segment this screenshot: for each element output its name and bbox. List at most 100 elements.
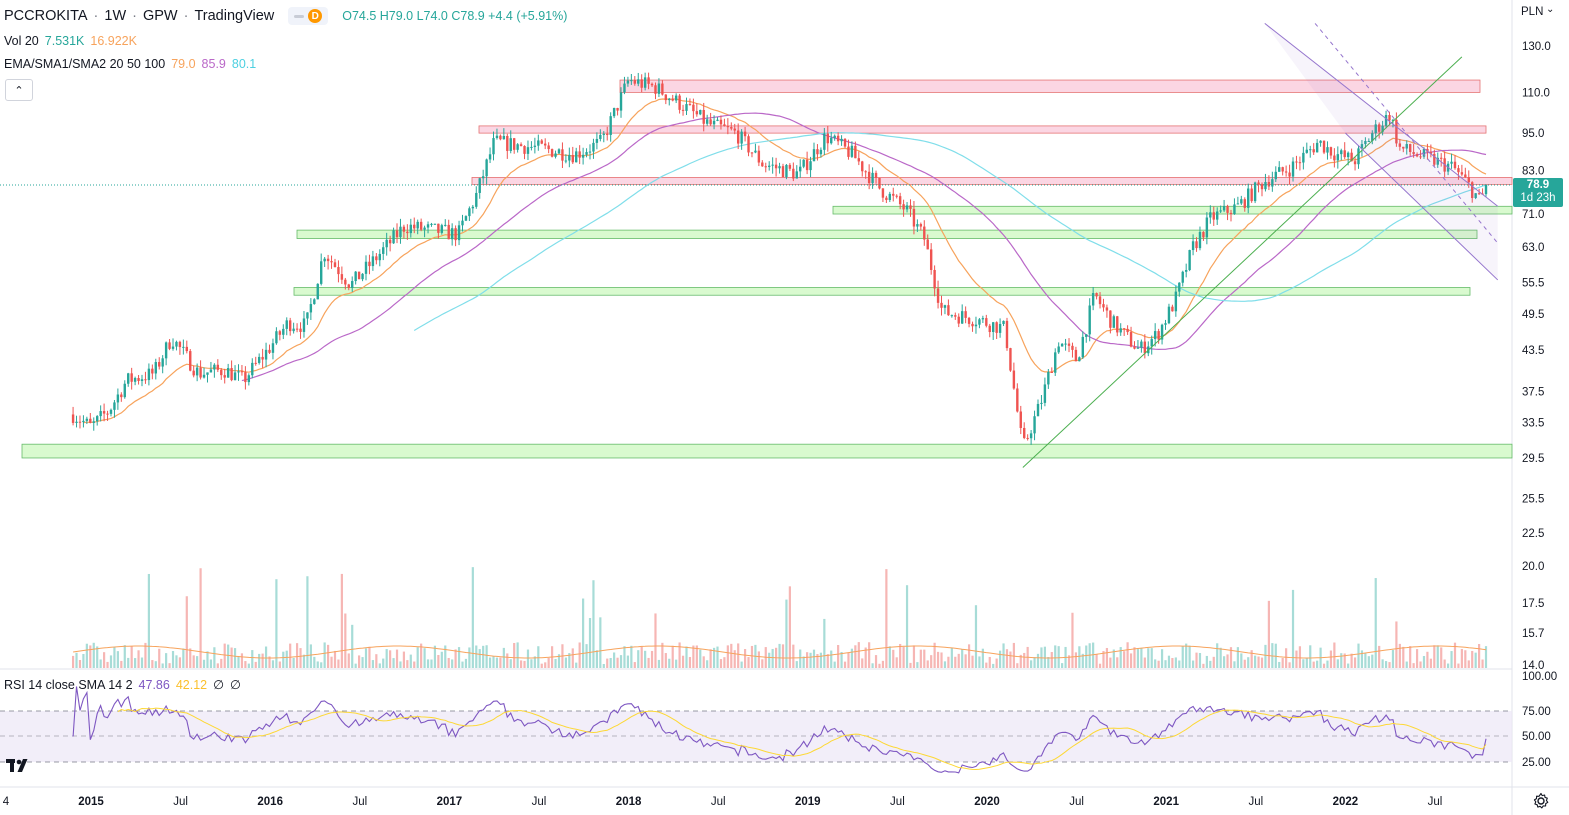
volume-bar: [1426, 651, 1429, 668]
gear-icon[interactable]: [1532, 792, 1550, 810]
volume-bar: [1353, 657, 1357, 668]
rsi-extra-2: ∅: [230, 678, 241, 692]
candle-body: [1060, 343, 1064, 347]
candle-body: [971, 323, 974, 327]
symbol-name[interactable]: PCCROKITA: [4, 8, 88, 24]
time-tick-label: 2022: [1333, 796, 1359, 808]
volume-bar: [1309, 645, 1312, 668]
volume-bar: [1478, 643, 1481, 668]
candle-body: [830, 137, 833, 144]
volume-bar: [871, 663, 874, 668]
price-axis[interactable]: 130.0 110.0 95.0 83.0 71.0 63.0 55.5 49.5 43.5 37…: [1522, 41, 1551, 672]
volume-bar: [1129, 653, 1133, 668]
candle-body: [1371, 133, 1374, 141]
tradingview-logo-icon[interactable]: [4, 752, 34, 778]
volume-bar: [471, 567, 474, 668]
candle-body: [750, 152, 754, 154]
volume-bar: [358, 655, 361, 668]
volume-bar: [554, 658, 557, 668]
volume-bar: [1450, 651, 1453, 668]
volume-bar: [778, 643, 781, 668]
ma-legend[interactable]: EMA/SMA1/SMA2 20 50 100 79.0 85.9 80.1: [4, 57, 256, 71]
volume-bar: [833, 661, 836, 668]
volume-bar: [240, 653, 244, 668]
volume-bar: [347, 653, 350, 668]
resistance-zone: [471, 177, 1513, 185]
candle-body: [578, 151, 581, 158]
price-tick-label: 20.0: [1522, 561, 1544, 573]
volume-bar: [1188, 645, 1191, 668]
candle-body: [1095, 293, 1098, 297]
time-axis[interactable]: 4 2015 Jul 2016 Jul 2017 Jul 2018 Jul 2019 Jul 2020…: [3, 796, 1443, 808]
rsi-legend[interactable]: RSI 14 close SMA 14 2 47.86 42.12 ∅ ∅: [4, 677, 241, 693]
volume-bar: [1202, 663, 1205, 668]
volume-bar: [1412, 663, 1415, 668]
volume-bar: [1457, 663, 1460, 668]
candle-body: [905, 205, 909, 210]
candle-body: [471, 206, 475, 209]
candle-body: [1012, 370, 1016, 389]
volume-bar: [868, 642, 871, 668]
volume-bar: [461, 661, 464, 668]
volume-bar: [806, 652, 809, 668]
volume-legend[interactable]: Vol 20 7.531K 16.922K: [4, 34, 137, 48]
candle-body: [275, 331, 278, 344]
time-tick-label: 4: [3, 796, 10, 808]
candle-body: [1212, 212, 1215, 220]
candle-body: [240, 371, 244, 373]
volume-bar: [1291, 589, 1295, 668]
volume-bar: [82, 654, 85, 668]
volume-bar: [657, 659, 661, 668]
candle-body: [371, 256, 375, 267]
candle-body: [1074, 349, 1078, 362]
collapse-legend-button[interactable]: ⌃: [5, 79, 33, 101]
volume-bar: [78, 659, 82, 668]
rsi-extra-1: ∅: [213, 678, 224, 692]
volume-bar: [495, 657, 499, 668]
candle-body: [936, 288, 940, 303]
candle-body: [1250, 188, 1253, 202]
volume-bar: [737, 643, 740, 668]
candle-body: [478, 178, 481, 193]
candle-body: [202, 374, 206, 378]
volume-bar: [96, 646, 99, 668]
volume-bar: [719, 659, 723, 668]
volume-bar: [709, 649, 712, 668]
candle-body: [1023, 427, 1026, 438]
candle-body: [909, 205, 912, 209]
volume-bar: [847, 652, 850, 668]
candle-body: [1047, 371, 1050, 385]
volume-bar: [1102, 651, 1105, 668]
volume-bar: [320, 662, 323, 668]
volume-bar: [468, 647, 471, 668]
volume-bar: [192, 655, 195, 668]
volume-bar: [516, 642, 519, 668]
volume-bar: [599, 617, 602, 668]
platform-label: TradingView: [194, 8, 275, 24]
volume-bar: [433, 645, 437, 668]
candle-body: [337, 267, 340, 275]
interval-label[interactable]: 1W: [104, 8, 127, 24]
candle-body: [123, 383, 126, 398]
candle-body: [454, 228, 457, 241]
volume-bar: [654, 613, 657, 668]
volume-bar: [947, 656, 950, 668]
candle-body: [647, 77, 650, 84]
volume-bar: [130, 646, 133, 668]
candle-body: [998, 323, 1002, 333]
rsi-tick-label: 50.00: [1522, 731, 1551, 743]
volume-bar: [165, 653, 168, 668]
candle-body: [723, 124, 726, 127]
candle-body: [940, 302, 943, 308]
delay-badge[interactable]: D: [288, 7, 329, 25]
candle-body: [916, 224, 919, 227]
candle-body: [554, 153, 557, 157]
symbol-legend: PCCROKITA · 1W · GPW · TradingView D O74…: [4, 7, 567, 25]
volume-bar: [1195, 652, 1198, 668]
volume-bar: [902, 646, 905, 668]
volume-bar: [768, 652, 771, 668]
currency-label[interactable]: PLN: [1521, 6, 1544, 18]
candle-body: [1419, 156, 1422, 158]
volume-bar: [1357, 643, 1360, 668]
